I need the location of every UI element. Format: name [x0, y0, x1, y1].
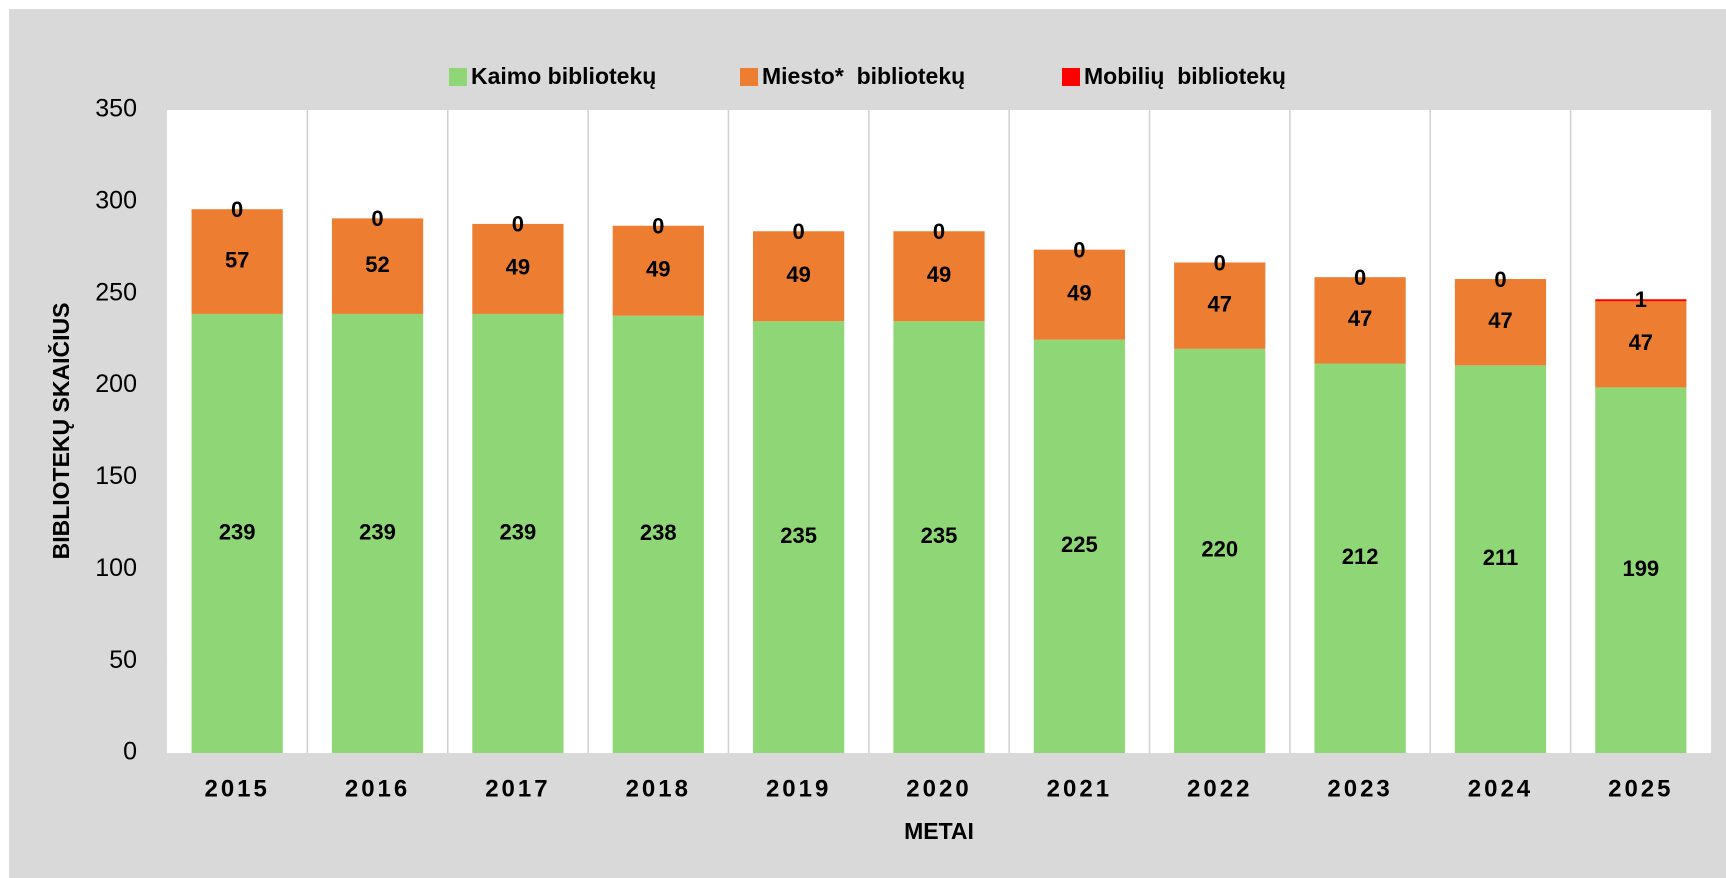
bar-segment: [612, 225, 704, 316]
data-label: 49: [786, 262, 810, 287]
y-tick-label: 50: [109, 646, 137, 674]
data-label: 235: [780, 523, 817, 548]
x-tick-label: 2016: [345, 775, 410, 802]
data-label: 239: [219, 519, 256, 544]
data-label: 1: [1635, 287, 1647, 312]
data-label: 0: [1073, 237, 1085, 262]
data-label: 211: [1483, 545, 1519, 570]
data-label: 52: [365, 252, 389, 277]
bar-segment: [612, 315, 704, 753]
data-label: 225: [1061, 532, 1098, 557]
data-label: 199: [1622, 556, 1659, 581]
y-tick-label: 0: [123, 738, 137, 766]
data-label: 239: [359, 519, 396, 544]
data-label: 220: [1201, 537, 1238, 562]
bar-segment: [1595, 387, 1687, 753]
data-label: 57: [225, 247, 249, 272]
legend-swatch: [449, 68, 467, 86]
x-tick-label: 2020: [906, 775, 971, 802]
y-tick-label: 350: [95, 95, 137, 123]
bar-segment: [1174, 348, 1266, 753]
bar-segment: [753, 321, 845, 753]
bar-segment: [1595, 301, 1687, 388]
data-label: 49: [646, 257, 670, 282]
x-tick-label: 2025: [1608, 775, 1673, 802]
bar-segment: [191, 209, 283, 314]
legend-label: Mobilių bibliotekų: [1084, 63, 1286, 89]
y-tick-label: 150: [95, 462, 137, 490]
bar-segment: [893, 321, 985, 753]
data-label: 47: [1629, 330, 1653, 355]
bar-segment: [1454, 365, 1547, 753]
bar-segment: [1314, 277, 1406, 364]
data-label: 0: [371, 206, 383, 231]
bar-segment: [1595, 299, 1687, 302]
data-label: 47: [1348, 306, 1372, 331]
bar-segment: [1033, 249, 1125, 340]
data-label: 0: [652, 214, 664, 239]
data-label: 0: [512, 212, 524, 237]
y-tick-label: 100: [95, 554, 137, 582]
x-tick-label: 2024: [1468, 775, 1533, 802]
data-label: 0: [793, 219, 805, 244]
data-label: 49: [506, 255, 530, 280]
x-tick-label: 2018: [626, 775, 691, 802]
bar-segment: [1314, 363, 1406, 753]
bar-segment: [331, 313, 424, 753]
data-label: 235: [921, 523, 958, 548]
bar-segment: [1174, 262, 1266, 349]
data-label: 238: [640, 520, 677, 545]
x-tick-label: 2019: [766, 775, 831, 802]
bar-segment: [1454, 279, 1547, 366]
data-label: 0: [933, 219, 945, 244]
legend-label: Kaimo bibliotekų: [471, 63, 656, 89]
bar-segment: [893, 231, 985, 322]
x-tick-label: 2022: [1187, 775, 1252, 802]
data-label: 47: [1488, 308, 1512, 333]
data-label: 0: [1214, 250, 1226, 275]
legend-swatch: [740, 68, 758, 86]
bar-segment: [331, 218, 424, 314]
legend-swatch: [1062, 68, 1080, 86]
x-tick-label: 2023: [1327, 775, 1392, 802]
bar-segment: [1033, 339, 1125, 753]
data-label: 49: [927, 262, 951, 287]
bar-segment: [753, 231, 845, 322]
data-label: 47: [1207, 291, 1231, 316]
y-tick-label: 200: [95, 370, 137, 398]
bar-segment: [472, 313, 564, 753]
data-label: 239: [500, 519, 537, 544]
y-tick-label: 300: [95, 186, 137, 214]
x-tick-label: 2017: [485, 775, 550, 802]
x-tick-label: 2015: [204, 775, 269, 802]
y-tick-label: 250: [95, 278, 137, 306]
data-label: 49: [1067, 280, 1091, 305]
x-axis-label: METAI: [904, 818, 974, 844]
bar-segment: [191, 313, 283, 753]
y-axis-label: BIBLIOTEKŲ SKAIČIUS: [47, 303, 74, 560]
bar-segment: [472, 223, 564, 314]
legend-label: Miesto* bibliotekų: [762, 63, 965, 89]
x-tick-label: 2021: [1047, 775, 1112, 802]
data-label: 212: [1342, 544, 1379, 569]
data-label: 0: [1494, 267, 1506, 292]
data-label: 0: [1354, 265, 1366, 290]
data-label: 0: [231, 197, 243, 222]
